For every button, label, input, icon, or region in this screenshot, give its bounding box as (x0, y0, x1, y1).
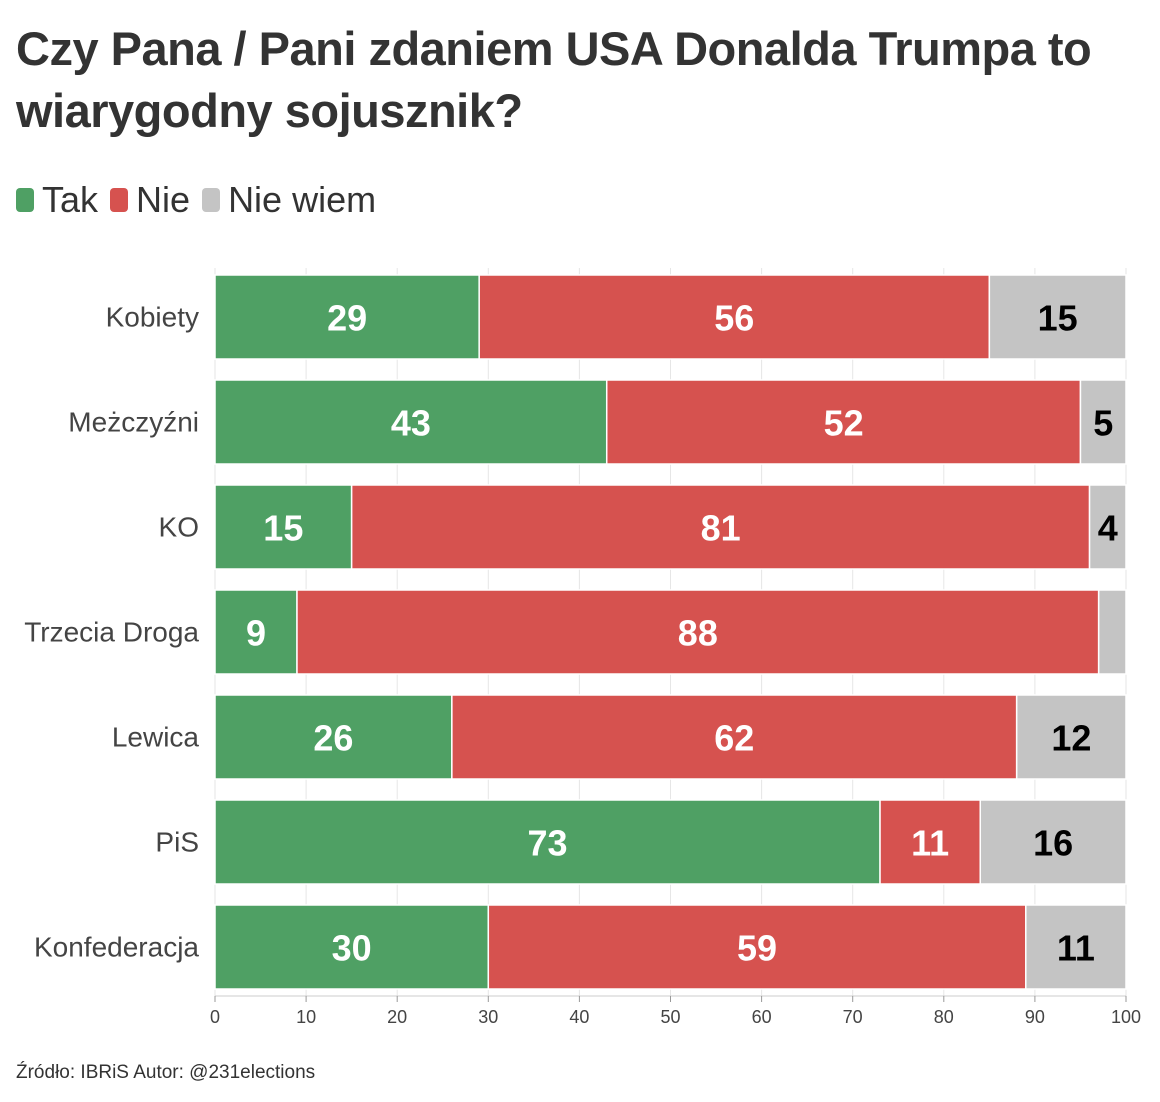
bar-tak-ko (214, 484, 353, 570)
bars (214, 274, 1127, 990)
bar-label-nie-kobiety: 56 (714, 298, 754, 339)
bar-label-nie-wiem-pis: 16 (1033, 823, 1073, 864)
x-tick-label-40: 40 (569, 1007, 589, 1027)
x-tick-label-30: 30 (478, 1007, 498, 1027)
legend-item-tak: Tak (16, 179, 98, 221)
x-tick-label-70: 70 (843, 1007, 863, 1027)
bar-label-nie-mezczyzni: 52 (824, 403, 864, 444)
x-tick-label-80: 80 (934, 1007, 954, 1027)
category-label-ko: KO (159, 512, 199, 543)
bar-label-tak-lewica: 26 (313, 718, 353, 759)
bar-tak-kobiety (214, 274, 480, 360)
bar-label-tak-konfederacja: 30 (332, 928, 372, 969)
bar-label-tak-mezczyzni: 43 (391, 403, 431, 444)
bar-label-tak-kobiety: 29 (327, 298, 367, 339)
bar-tak-lewica (214, 694, 453, 780)
bar-label-nie-ko: 81 (701, 508, 741, 549)
category-label-lewica: Lewica (112, 722, 200, 753)
chart-title: Czy Pana / Pani zdaniem USA Donalda Trum… (16, 22, 1092, 137)
bar-tak-pis (214, 799, 881, 885)
x-axis: 0 10 20 30 40 50 60 70 80 90 100 (210, 995, 1141, 1027)
x-tick-label-60: 60 (752, 1007, 772, 1027)
legend: Tak Nie Nie wiem (16, 178, 388, 222)
bar-nie-trzecia-droga (296, 589, 1100, 675)
bar-nie-pis (879, 799, 981, 885)
bar-label-nie-pis: 11 (911, 823, 949, 864)
legend-label-nie: Nie (136, 179, 191, 220)
bar-nie-wiem-konfederacja (1025, 904, 1127, 990)
x-tick-label-50: 50 (660, 1007, 680, 1027)
bar-nie-wiem-mezczyzni (1079, 379, 1127, 465)
bar-label-nie-wiem-ko: 4 (1098, 508, 1118, 549)
bar-nie-wiem-pis (979, 799, 1127, 885)
bar-nie-lewica (451, 694, 1018, 780)
bar-nie-ko (350, 484, 1091, 570)
category-label-pis: PiS (155, 827, 199, 858)
bar-tak-mezczyzni (214, 379, 608, 465)
legend-swatch-nie (110, 188, 129, 212)
category-label-kobiety: Kobiety (106, 302, 199, 333)
bar-label-nie-wiem-mezczyzni: 5 (1093, 403, 1113, 444)
category-label-mezczyzni: Meżczyźni (68, 407, 199, 438)
x-tick-label-0: 0 (210, 1007, 220, 1027)
legend-item-nie-wiem: Nie wiem (202, 179, 376, 221)
bar-label-nie-wiem-lewica: 12 (1051, 718, 1091, 759)
category-label-konfederacja: Konfederacja (34, 932, 199, 963)
bar-nie-wiem-ko (1088, 484, 1127, 570)
x-tick-label-10: 10 (296, 1007, 316, 1027)
bar-label-nie-lewica: 62 (714, 718, 754, 759)
bar-tak-konfederacja (214, 904, 490, 990)
x-tick-label-90: 90 (1025, 1007, 1045, 1027)
legend-label-nie-wiem: Nie wiem (228, 179, 377, 220)
bar-tak-trzecia-droga (214, 589, 298, 675)
bar-nie-wiem-lewica (1015, 694, 1127, 780)
source-note: Źródło: IBRiS Autor: @231elections (16, 1062, 316, 1083)
bar-label-tak-pis: 73 (527, 823, 567, 864)
legend-swatch-nie-wiem (202, 188, 221, 212)
category-label-trzecia-droga: Trzecia Droga (24, 617, 199, 648)
legend-swatch-tak (16, 188, 34, 212)
x-tick-label-20: 20 (387, 1007, 407, 1027)
bar-labels: 29 56 15 43 52 5 15 81 4 9 88 26 62 12 73 11 16 30 59 11 (246, 298, 1118, 969)
x-tick-label-100: 100 (1111, 1007, 1141, 1027)
bar-label-nie-konfederacja: 59 (737, 928, 777, 969)
bar-label-nie-trzecia-droga: 88 (678, 613, 718, 654)
bar-nie-mezczyzni (605, 379, 1082, 465)
legend-label-tak: Tak (42, 179, 99, 220)
bar-nie-wiem-kobiety (988, 274, 1127, 360)
bar-nie-konfederacja (487, 904, 1027, 990)
bar-label-tak-ko: 15 (263, 508, 303, 549)
bar-label-nie-wiem-konfederacja: 11 (1057, 928, 1095, 969)
legend-item-nie: Nie (110, 179, 190, 221)
bar-label-nie-wiem-kobiety: 15 (1038, 298, 1078, 339)
bar-nie-wiem-trzecia-droga (1097, 589, 1127, 675)
category-labels: Kobiety Meżczyźni KO Trzecia Droga Lewica PiS… (24, 302, 199, 963)
bar-label-tak-trzecia-droga: 9 (246, 613, 266, 654)
